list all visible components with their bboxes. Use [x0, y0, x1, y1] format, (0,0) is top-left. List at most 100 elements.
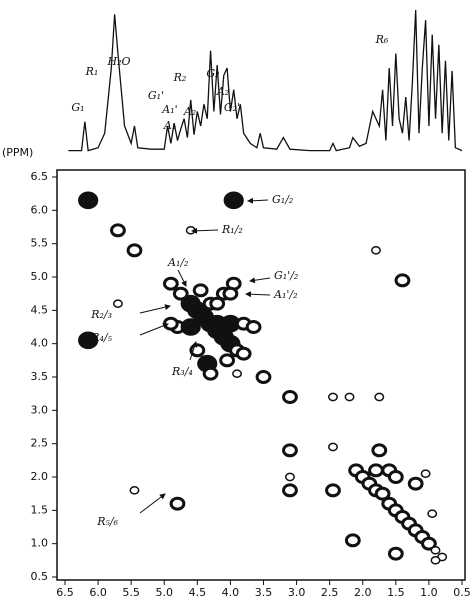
- cross-peak: [235, 346, 252, 361]
- cross-peak: [407, 476, 424, 491]
- arrow: [139, 323, 169, 336]
- cross-peak: [282, 483, 298, 498]
- x-tick-label: 4.0: [222, 586, 240, 599]
- x-tick-label: 6.5: [56, 586, 74, 599]
- plot-frame: [56, 169, 466, 581]
- peak-label: A₂: [183, 105, 196, 118]
- cross-peak: [328, 442, 338, 452]
- cross-peak: [162, 276, 179, 291]
- cross-peak: [282, 390, 298, 404]
- y-tick-label: 5.5: [31, 237, 49, 250]
- arrow: [139, 493, 166, 514]
- peak-label: G₁/₂: [272, 193, 293, 206]
- cross-peak: [219, 353, 236, 368]
- cross-peak: [245, 320, 262, 334]
- cross-peak: [180, 318, 201, 336]
- cross-peak: [427, 509, 438, 518]
- y-tick-label: 5.0: [31, 270, 49, 283]
- cross-peak: [344, 392, 355, 402]
- x-tick-label: 1.5: [387, 586, 405, 599]
- peak-label: R₁: [85, 65, 99, 78]
- cross-peak: [421, 536, 437, 551]
- cross-peak: [387, 470, 404, 484]
- cross-peak: [374, 392, 385, 402]
- peak-label: H₂O: [106, 55, 130, 68]
- x-tick-label: 5.0: [156, 586, 174, 599]
- peak-label: R₂/₃: [90, 308, 112, 321]
- cross-peak: [78, 191, 99, 210]
- cross-peak: [223, 191, 244, 210]
- x-tick-label: 2.5: [321, 586, 339, 599]
- peak-label: R₃/₄: [171, 365, 193, 378]
- x-tick-label: 3.5: [255, 586, 273, 599]
- cross-peak: [430, 546, 441, 555]
- y-tick-label: 4.5: [31, 303, 49, 316]
- cross-peak: [325, 483, 341, 498]
- y-tick-label: 0.5: [31, 570, 49, 583]
- y-tick-label: 1.5: [31, 503, 49, 516]
- cross-peak: [185, 226, 196, 235]
- cross-peak: [255, 370, 272, 384]
- arrow: [139, 304, 171, 314]
- cross-peak: [374, 486, 391, 501]
- cross-peak: [222, 286, 239, 301]
- peak-label: R₂: [173, 71, 187, 84]
- x-tick-label: 1.0: [420, 586, 438, 599]
- peak-label: G₂: [206, 67, 219, 80]
- x-tick-label: 4.5: [189, 586, 207, 599]
- cross-peak: [172, 286, 189, 301]
- x-tick-label: 5.5: [122, 586, 140, 599]
- y-tick-label: 3.0: [31, 403, 49, 416]
- y-tick-label: 3.5: [31, 370, 49, 383]
- y-tick-label: 4.0: [31, 337, 49, 350]
- cross-peak: [129, 486, 140, 495]
- cross-peak: [112, 299, 123, 308]
- peak-label: R₁/₂: [221, 223, 243, 236]
- cross-peak: [430, 556, 441, 565]
- arrow: [245, 291, 271, 298]
- y-tick-label: 6.5: [31, 170, 49, 183]
- arrow: [249, 277, 271, 284]
- y-tick-label: 2.5: [31, 437, 49, 450]
- arrow: [177, 269, 187, 287]
- x-tick-label: 2.0: [354, 586, 372, 599]
- cross-peak: [110, 223, 126, 238]
- arrow: [247, 197, 269, 204]
- peak-label: A₁'/₂: [273, 288, 298, 301]
- spectrum-label: (PPM): [2, 146, 33, 159]
- cross-peak: [420, 469, 431, 478]
- y-tick-label: 2.0: [31, 470, 49, 483]
- x-tick-label: 6.0: [89, 586, 107, 599]
- x-tick-label: 0.5: [453, 586, 471, 599]
- y-tick-label: 6.0: [31, 203, 49, 216]
- cross-peak: [169, 496, 186, 511]
- peak-label: G₁'/₂: [274, 269, 298, 282]
- cross-peak: [209, 296, 226, 311]
- cross-peak: [371, 246, 381, 255]
- cross-peak: [368, 463, 384, 478]
- spectrum-line: [68, 9, 463, 152]
- peak-label: R₄/₅: [90, 331, 112, 344]
- cross-peak: [78, 331, 99, 350]
- arrow: [191, 227, 219, 234]
- cross-peak: [344, 533, 361, 548]
- peak-label: R₆: [375, 33, 389, 46]
- cross-peak: [192, 283, 209, 298]
- peak-label: A₁': [161, 103, 177, 116]
- cross-peak: [282, 443, 298, 458]
- peak-label: G₁': [148, 89, 164, 102]
- x-tick-label: 3.0: [288, 586, 306, 599]
- peak-label: A₁/₂: [167, 256, 188, 269]
- cross-peak: [387, 546, 404, 561]
- cross-peak: [202, 366, 219, 381]
- peak-label: R₅/₆: [96, 515, 118, 528]
- cross-peak: [126, 243, 143, 258]
- y-tick-label: 1.0: [31, 537, 49, 550]
- cross-peak: [232, 369, 242, 378]
- cross-peak: [162, 316, 179, 331]
- cross-peak: [394, 273, 411, 288]
- arrow: [189, 341, 198, 361]
- cross-peak: [328, 392, 338, 402]
- peak-label: A₁: [163, 119, 176, 132]
